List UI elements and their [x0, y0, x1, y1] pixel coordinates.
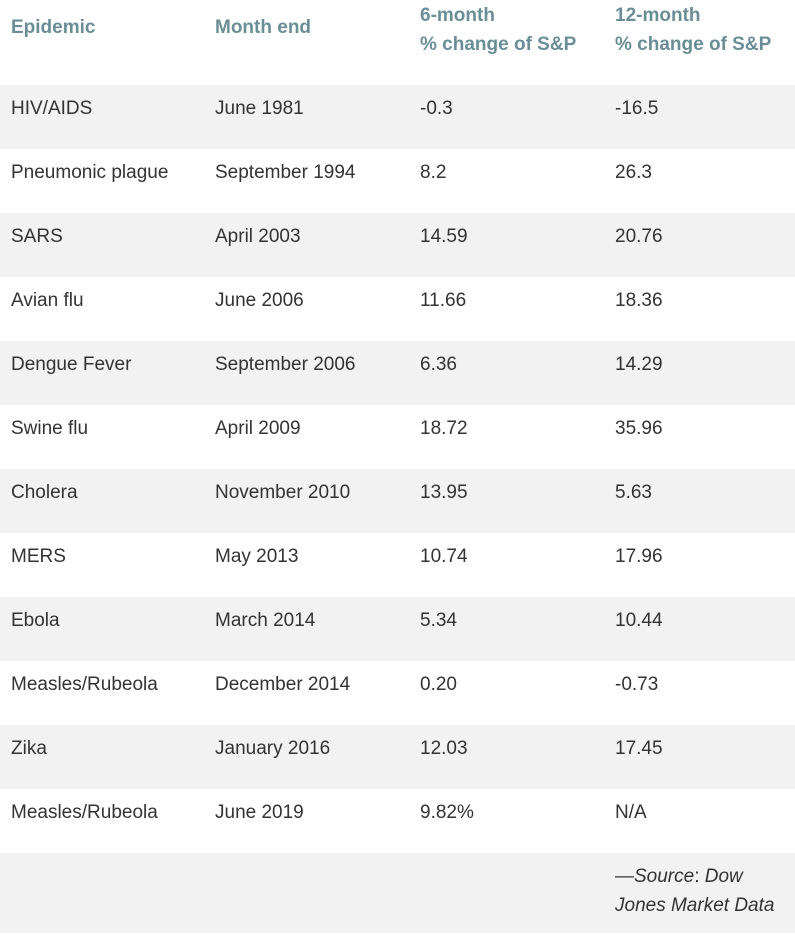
cell-epidemic: Avian flu [11, 290, 84, 311]
source-note: —Source: Dow Jones Market Data [604, 853, 795, 933]
cell-twelve-month: N/A [615, 802, 647, 823]
cell-six-month: 6.36 [420, 354, 457, 375]
source-empty-cell-3 [409, 853, 604, 933]
cell-month-end: December 2014 [215, 674, 351, 695]
source-text-line1: Dow [704, 866, 743, 887]
cell-epidemic: Dengue Fever [11, 354, 132, 375]
cell-twelve-month: -16.5 [615, 98, 659, 119]
cell-twelve-month: 18.36 [615, 290, 663, 311]
table-row: Cholera November 2010 13.95 5.63 [0, 469, 795, 533]
table-row: HIV/AIDS June 1981 -0.3 -16.5 [0, 85, 795, 149]
cell-six-month: 13.95 [420, 482, 468, 503]
cell-six-month: 0.20 [420, 674, 457, 695]
cell-epidemic: Measles/Rubeola [11, 802, 158, 823]
table-row: Ebola March 2014 5.34 10.44 [0, 597, 795, 661]
source-dash: — [615, 866, 634, 887]
cell-epidemic: HIV/AIDS [11, 98, 93, 119]
cell-month-end: June 2019 [215, 802, 304, 823]
table-row: Avian flu June 2006 11.66 18.36 [0, 277, 795, 341]
header-six-month-line2: % change of S&P [420, 34, 577, 55]
table-row: Zika January 2016 12.03 17.45 [0, 725, 795, 789]
header-six-month: 6-month % change of S&P [409, 0, 604, 85]
header-twelve-month: 12-month % change of S&P [604, 0, 795, 85]
cell-month-end: June 1981 [215, 98, 304, 119]
source-text-line2: Jones Market Data [615, 895, 775, 916]
table-row: SARS April 2003 14.59 20.76 [0, 213, 795, 277]
cell-six-month: 9.82% [420, 802, 474, 823]
cell-month-end: May 2013 [215, 546, 299, 567]
cell-month-end: January 2016 [215, 738, 331, 759]
cell-epidemic: Measles/Rubeola [11, 674, 158, 695]
cell-month-end: April 2003 [215, 226, 301, 247]
cell-month-end: November 2010 [215, 482, 351, 503]
cell-six-month: -0.3 [420, 98, 453, 119]
source-colon: : [694, 866, 705, 887]
table-header: Epidemic Month end 6-month % change of S… [0, 0, 795, 85]
cell-six-month: 11.66 [420, 290, 467, 311]
header-month-end: Month end [215, 17, 312, 38]
cell-twelve-month: 5.63 [615, 482, 652, 503]
cell-epidemic: Cholera [11, 482, 78, 503]
header-epidemic: Epidemic [11, 17, 96, 38]
source-label: Source [634, 866, 695, 887]
cell-epidemic: SARS [11, 226, 63, 247]
cell-epidemic: Zika [11, 738, 47, 759]
header-twelve-month-line1: 12-month [615, 5, 701, 26]
table-row: Measles/Rubeola June 2019 9.82% N/A [0, 789, 795, 853]
cell-month-end: September 1994 [215, 162, 356, 183]
table-body: HIV/AIDS June 1981 -0.3 -16.5 Pneumonic plag… [0, 85, 795, 853]
source-row: —Source: Dow Jones Market Data [0, 853, 795, 933]
cell-twelve-month: 20.76 [615, 226, 663, 247]
table-row: Pneumonic plague September 1994 8.2 26.3 [0, 149, 795, 213]
cell-epidemic: Pneumonic plague [11, 162, 169, 183]
cell-month-end: March 2014 [215, 610, 316, 631]
cell-twelve-month: 35.96 [615, 418, 663, 439]
table-row: Swine flu April 2009 18.72 35.96 [0, 405, 795, 469]
cell-twelve-month: 14.29 [615, 354, 663, 375]
cell-month-end: September 2006 [215, 354, 356, 375]
table-row: MERS May 2013 10.74 17.96 [0, 533, 795, 597]
cell-epidemic: Ebola [11, 610, 60, 631]
cell-twelve-month: 26.3 [615, 162, 652, 183]
source-empty-cell-2 [204, 853, 409, 933]
cell-month-end: April 2009 [215, 418, 301, 439]
cell-twelve-month: 10.44 [615, 610, 663, 631]
cell-twelve-month: 17.45 [615, 738, 663, 759]
cell-twelve-month: -0.73 [615, 674, 659, 695]
header-six-month-line1: 6-month [420, 5, 495, 26]
table-row: Dengue Fever September 2006 6.36 14.29 [0, 341, 795, 405]
cell-six-month: 5.34 [420, 610, 457, 631]
header-twelve-month-line2: % change of S&P [615, 34, 772, 55]
cell-six-month: 12.03 [420, 738, 468, 759]
cell-month-end: June 2006 [215, 290, 304, 311]
cell-epidemic: MERS [11, 546, 66, 567]
cell-epidemic: Swine flu [11, 418, 89, 439]
cell-six-month: 10.74 [420, 546, 468, 567]
table-row: Measles/Rubeola December 2014 0.20 -0.73 [0, 661, 795, 725]
source-empty-cell-1 [0, 853, 204, 933]
cell-six-month: 8.2 [420, 162, 447, 183]
cell-six-month: 18.72 [420, 418, 468, 439]
cell-six-month: 14.59 [420, 226, 468, 247]
cell-twelve-month: 17.96 [615, 546, 663, 567]
